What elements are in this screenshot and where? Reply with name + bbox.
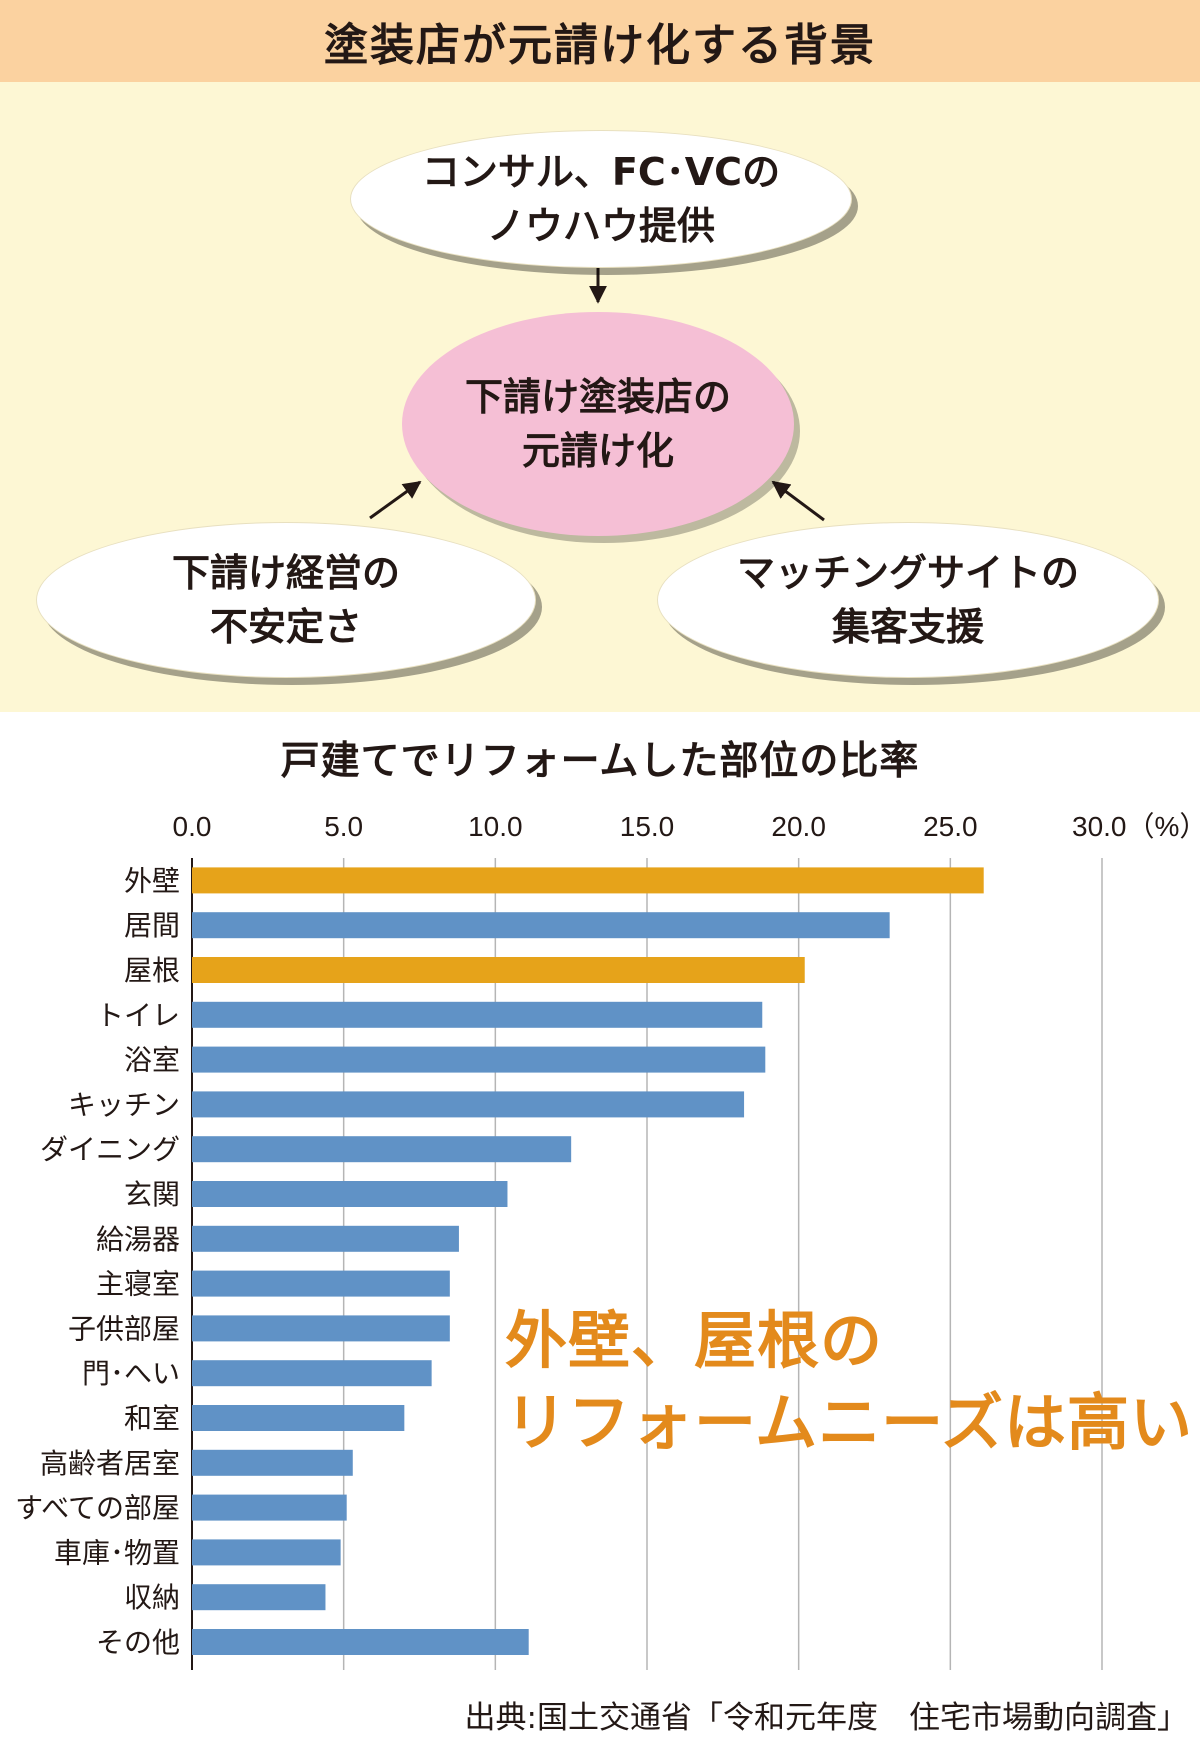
node-subcontractor-to-prime: 下請け塗装店の 元請け化: [402, 312, 794, 536]
category-label: すべての部屋: [15, 1492, 180, 1525]
bar: [192, 1405, 405, 1431]
category-label: 屋根: [124, 954, 180, 987]
node-center-label: 下請け塗装店の 元請け化: [464, 375, 731, 473]
x-tick-label: 10.0: [468, 811, 523, 842]
bar: [192, 1270, 450, 1297]
bar: [192, 1046, 766, 1073]
bar: [192, 1315, 450, 1342]
node-matching-site-support: マッチングサイトの 集客支援: [657, 522, 1159, 678]
bars: [192, 867, 984, 1655]
bar: [192, 912, 890, 939]
x-tick-label: 20.0: [771, 811, 826, 842]
category-labels: 外壁居間屋根トイレ浴室キッチンダイニング玄関給湯器主寝室子供部屋門･へい和室高齢…: [15, 864, 180, 1659]
category-label: 門･へい: [82, 1357, 180, 1390]
category-label: キッチン: [68, 1088, 180, 1121]
bar-chart: 0.0 5.0 10.0 15.0 20.0 25.0 30.0（%） 外壁居間屋根トイレ浴…: [15, 811, 1200, 1670]
bar: [192, 957, 805, 983]
bar: [192, 1539, 341, 1566]
category-label: 和室: [124, 1402, 180, 1435]
node-left-label: 下請け経営の 不安定さ: [171, 551, 400, 649]
bar: [192, 1360, 432, 1387]
bar: [192, 1629, 529, 1655]
diagram-panel: 塗装店が元請け化する背景 コンサル、FC･VCの ノウハウ提供 下請け塗装店の …: [0, 0, 1200, 712]
arrow-left-to-center: [369, 480, 422, 520]
bar: [192, 1181, 508, 1207]
node-consulting-knowhow: コンサル、FC･VCの ノウハウ提供: [350, 130, 852, 268]
bar: [192, 867, 984, 894]
category-label: 給湯器: [96, 1223, 180, 1256]
category-label: 高齢者居室: [40, 1447, 180, 1480]
source-note: 出典:国土交通省「令和元年度 住宅市場動向調査」: [464, 1700, 1188, 1736]
category-label: ダイニング: [40, 1133, 180, 1166]
category-label: 子供部屋: [68, 1312, 180, 1345]
node-right-label: マッチングサイトの 集客支援: [736, 551, 1079, 649]
node-unstable-management: 下請け経営の 不安定さ: [36, 522, 536, 678]
x-tick-label: 0.0: [173, 811, 212, 842]
node-consulting-label: コンサル、FC･VCの ノウハウ提供: [421, 150, 781, 248]
category-label: トイレ: [96, 999, 180, 1032]
x-tick-labels: 0.0 5.0 10.0 15.0 20.0 25.0 30.0（%）: [173, 811, 1200, 842]
category-label: 収納: [124, 1581, 180, 1614]
category-label: 車庫･物置: [54, 1536, 180, 1569]
bar: [192, 1584, 326, 1611]
diagram-title: 塗装店が元請け化する背景: [0, 0, 1200, 82]
bar: [192, 1091, 745, 1118]
category-label: 居間: [124, 909, 180, 942]
category-label: 浴室: [124, 1044, 180, 1077]
x-tick-label: 5.0: [324, 811, 363, 842]
x-tick-label: 30.0（%）: [1072, 811, 1200, 842]
x-tick-label: 25.0: [923, 811, 978, 842]
grid-lines: [191, 858, 1103, 1670]
callout-text: 外壁、屋根の リフォームニーズは高い: [505, 1304, 1194, 1459]
diagram-arrows: [369, 268, 825, 522]
category-label: 玄関: [124, 1178, 180, 1211]
chart-title: 戸建てでリフォームした部位の比率: [280, 739, 920, 784]
category-label: 外壁: [124, 864, 180, 897]
bar: [192, 1136, 572, 1163]
x-tick-label: 15.0: [620, 811, 675, 842]
category-label: 主寝室: [96, 1268, 180, 1301]
category-label: その他: [96, 1626, 180, 1659]
bar: [192, 1449, 353, 1476]
bar: [192, 1001, 763, 1028]
bar: [192, 1494, 347, 1521]
arrow-right-to-center: [771, 480, 825, 522]
bar: [192, 1225, 459, 1252]
